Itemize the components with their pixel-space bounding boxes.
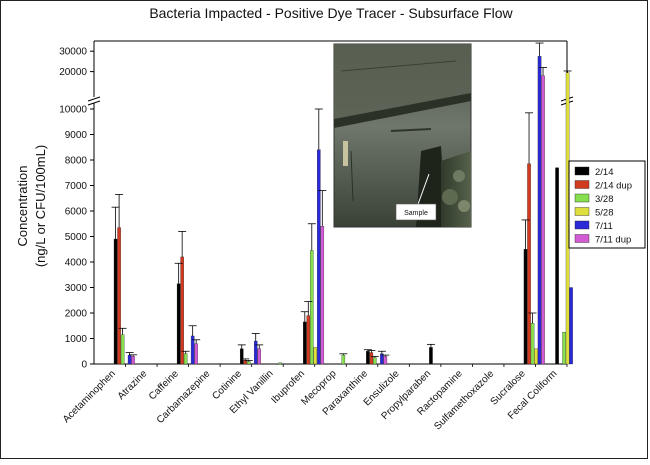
y-tick-label: 9000 — [65, 130, 88, 141]
bar — [541, 75, 545, 365]
legend-swatch — [574, 207, 590, 216]
bar — [537, 56, 542, 365]
legend-swatch — [574, 193, 590, 203]
y-tick-label: 30000 — [59, 47, 87, 58]
legend-label: 7/11 dup — [595, 235, 631, 246]
y-tick-label: 6000 — [65, 207, 88, 218]
bar — [383, 356, 388, 365]
x-tick-label: Sulfamethoxazole — [432, 368, 496, 432]
bar — [257, 348, 261, 365]
bar — [569, 287, 573, 365]
x-tick-label: Acetaminophen — [61, 368, 118, 425]
bar — [527, 163, 531, 365]
bar — [562, 331, 566, 365]
bar — [429, 347, 433, 365]
bar — [366, 351, 370, 365]
bar — [183, 353, 188, 365]
legend-swatch — [574, 220, 590, 230]
bar — [310, 250, 314, 365]
bar — [373, 357, 377, 365]
bar — [239, 348, 244, 365]
y-tick-label: 3000 — [65, 283, 88, 294]
legend-swatch — [574, 234, 590, 243]
y-tick-label: 4000 — [65, 258, 88, 269]
bar — [523, 249, 528, 365]
axes — [87, 40, 574, 365]
y-tick-label: 5000 — [65, 232, 88, 243]
bar — [176, 283, 181, 365]
legend-label: 3/28 — [595, 194, 614, 205]
x-axis-tick-labels: AcetaminophenAtrazineCaffeineCarbamazepi… — [61, 364, 568, 432]
y-axis-title-line-1: Concentration — [15, 166, 30, 247]
bar — [303, 321, 307, 365]
bar — [530, 323, 535, 365]
legend-label: 5/28 — [595, 208, 614, 219]
legend: 2/14 2/14 dup 3/28 5/28 7/11 7/11 dup — [568, 160, 646, 249]
bar — [113, 238, 118, 365]
photo-callout-label: Sample — [404, 210, 428, 217]
y-tick-label: 0 — [81, 360, 87, 371]
error-bars — [111, 42, 572, 362]
bar — [117, 227, 121, 365]
bars — [113, 56, 573, 365]
bar — [534, 348, 538, 365]
bar — [278, 362, 283, 365]
inset-photo: Sample — [333, 43, 472, 228]
legend-swatch — [574, 166, 590, 176]
legend-box — [568, 160, 646, 249]
chart-title: Bacteria Impacted - Positive Dye Tracer … — [149, 5, 513, 21]
y-tick-label: 8000 — [65, 156, 88, 167]
axis-break-mark — [87, 96, 101, 102]
bar — [369, 352, 374, 365]
y-tick-label: 7000 — [65, 181, 88, 192]
x-tick-label: Atrazine — [116, 368, 150, 402]
bar — [194, 343, 198, 365]
legend-label: 2/14 — [595, 167, 614, 178]
bar — [131, 356, 135, 365]
bar — [317, 149, 321, 365]
bar — [127, 354, 132, 365]
bar — [320, 226, 325, 365]
legend-swatch — [574, 180, 590, 189]
bar — [246, 361, 251, 365]
y-axis-title-line-2: (ng/L or CFU/100mL) — [33, 145, 48, 267]
bar — [555, 167, 559, 365]
legend-label: 2/14 dup — [595, 181, 632, 192]
bar — [180, 256, 184, 365]
legend-label: 7/11 — [595, 221, 613, 232]
bar — [313, 347, 318, 365]
y-tick-label: 2000 — [65, 309, 88, 320]
y-axis-title: Concentration (ng/L or CFU/100mL) — [15, 145, 48, 267]
y-axis-ticks: 0 1000 2000 3000 4000 5000 6000 7000 8000 9000 100… — [59, 47, 94, 371]
bar — [306, 315, 311, 365]
y-tick-label: 1000 — [65, 334, 88, 345]
bar — [341, 354, 346, 365]
bar — [120, 334, 125, 365]
y-tick-label: 20000 — [59, 67, 87, 78]
y-tick-label: 10000 — [59, 105, 87, 116]
axis-break-mark — [87, 100, 101, 106]
